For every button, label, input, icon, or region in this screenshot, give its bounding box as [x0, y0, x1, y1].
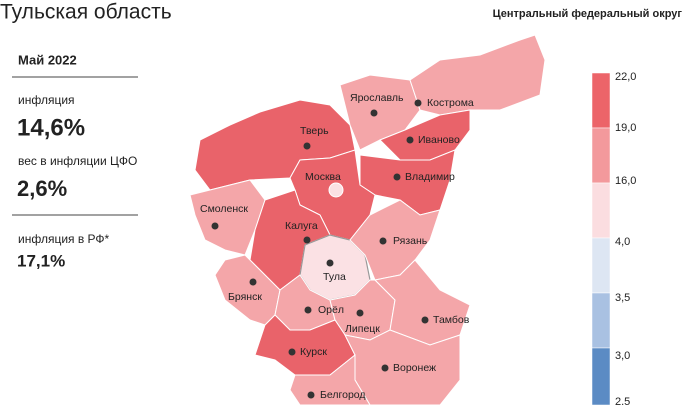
legend-swatch [591, 182, 611, 239]
city-marker [421, 316, 429, 324]
city-label: Курск [300, 346, 327, 358]
city-label: Владимир [405, 171, 455, 183]
legend-swatch [591, 237, 611, 294]
city-marker [307, 391, 315, 399]
city-marker [393, 173, 401, 181]
city-label: Брянск [228, 291, 262, 303]
city-marker [379, 237, 387, 245]
city-marker [326, 259, 334, 267]
city-label: Рязань [393, 235, 428, 247]
city-marker [406, 136, 414, 144]
region [189, 179, 266, 256]
city-marker [211, 222, 219, 230]
stat-value: 2,6% [17, 176, 67, 201]
subtitle: Центральный федеральный округ [493, 8, 683, 20]
city-marker [249, 278, 257, 286]
legend-label: 3,5 [615, 292, 630, 304]
stat-value: 17,1% [17, 251, 65, 270]
city-marker [303, 236, 311, 244]
region [409, 34, 546, 116]
legend: 22,0 19,0 16,0 4,0 3,5 3,0 2,5 [591, 71, 636, 405]
legend-label: 19,0 [615, 122, 636, 134]
city-label: Ярославль [350, 92, 404, 104]
legend-label: 2,5 [615, 396, 630, 405]
legend-swatch [591, 292, 611, 349]
city-label: Тула [323, 271, 346, 283]
city-marker [304, 306, 312, 314]
stat-label: инфляция [18, 93, 75, 107]
city-label: Калуга [285, 220, 318, 232]
city-label: Липецк [345, 323, 380, 335]
legend-label: 16,0 [615, 175, 636, 187]
region [349, 199, 441, 281]
legend-swatch [591, 347, 611, 405]
city-marker [381, 364, 389, 372]
legend-label: 3,0 [615, 350, 630, 362]
map: Тверь Ярославль Кострома Иваново Владимир Мос… [189, 34, 546, 405]
city-label: Воронеж [393, 362, 436, 374]
stat-value: 14,6% [17, 114, 85, 141]
title: Тульская область [0, 1, 172, 24]
city-marker [288, 348, 296, 356]
region [214, 254, 281, 326]
capital-marker [328, 182, 344, 198]
stat-label: инфляция в РФ* [18, 232, 110, 246]
city-label: Белгород [320, 389, 366, 401]
city-label: Тамбов [433, 314, 470, 326]
city-label: Кострома [427, 97, 474, 109]
city-marker [303, 142, 311, 150]
city-marker [370, 109, 378, 117]
city-label: Тверь [300, 125, 329, 137]
legend-swatch [591, 72, 611, 129]
city-label: Москва [305, 171, 341, 183]
period: Май 2022 [18, 52, 77, 67]
stat-label: вес в инфляции ЦФО [18, 154, 137, 168]
city-marker [356, 309, 364, 317]
city-label: Иваново [418, 134, 460, 146]
city-label: Орёл [318, 304, 344, 316]
legend-swatch [591, 127, 611, 184]
region [373, 259, 471, 346]
legend-label: 22,0 [615, 71, 636, 83]
legend-label: 4,0 [615, 236, 630, 248]
city-marker [414, 99, 422, 107]
city-label: Смоленск [200, 203, 248, 215]
